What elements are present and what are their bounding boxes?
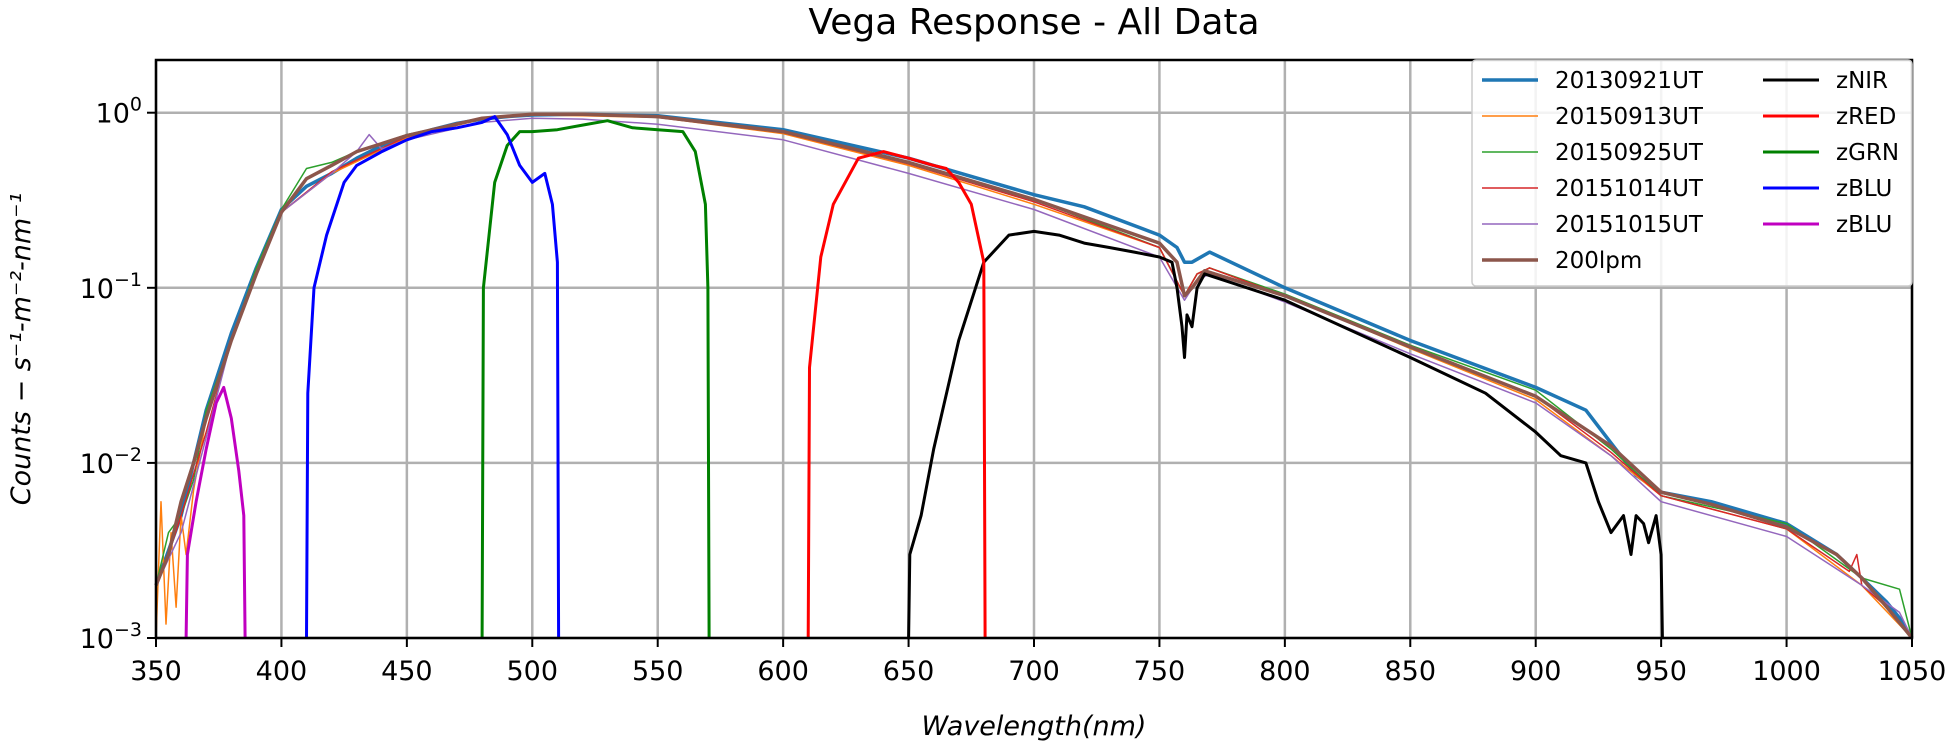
- legend-label: 20151015UT: [1555, 212, 1704, 238]
- x-tick-label: 450: [381, 656, 433, 687]
- legend-label: 20151014UT: [1555, 176, 1704, 202]
- legend-label: 20150925UT: [1555, 140, 1704, 166]
- y-axis-label: Counts − s⁻¹-m⁻²-nm⁻¹: [6, 193, 37, 506]
- legend-label: 20130921UT: [1555, 68, 1704, 94]
- x-tick-label: 800: [1259, 656, 1311, 687]
- x-tick-label: 550: [632, 656, 684, 687]
- legend-label: zRED: [1836, 104, 1896, 130]
- x-tick-label: 950: [1635, 656, 1687, 687]
- chart-title: Vega Response - All Data: [808, 2, 1259, 43]
- x-axis-label: Wavelength(nm): [922, 711, 1147, 742]
- x-tick-label: 850: [1385, 656, 1437, 687]
- x-tick-label: 500: [507, 656, 559, 687]
- x-tick-label: 600: [757, 656, 809, 687]
- x-tick-label: 350: [130, 656, 182, 687]
- legend-label: zNIR: [1836, 68, 1888, 94]
- legend-label: 200lpm: [1555, 248, 1642, 274]
- x-tick-label: 650: [883, 656, 935, 687]
- legend-label: 20150913UT: [1555, 104, 1704, 130]
- x-tick-label: 400: [256, 656, 308, 687]
- legend-label: zBLU: [1836, 212, 1892, 238]
- x-tick-label: 750: [1134, 656, 1186, 687]
- x-tick-label: 900: [1510, 656, 1562, 687]
- x-tick-label: 700: [1008, 656, 1060, 687]
- legend-label: zBLU: [1836, 176, 1892, 202]
- legend: 20130921UT 20150913UT 20150925UT 20151014UT…: [1472, 60, 1912, 286]
- x-tick-label: 1000: [1752, 656, 1821, 687]
- x-tick-label: 1050: [1878, 656, 1947, 687]
- legend-label: zGRN: [1836, 140, 1899, 166]
